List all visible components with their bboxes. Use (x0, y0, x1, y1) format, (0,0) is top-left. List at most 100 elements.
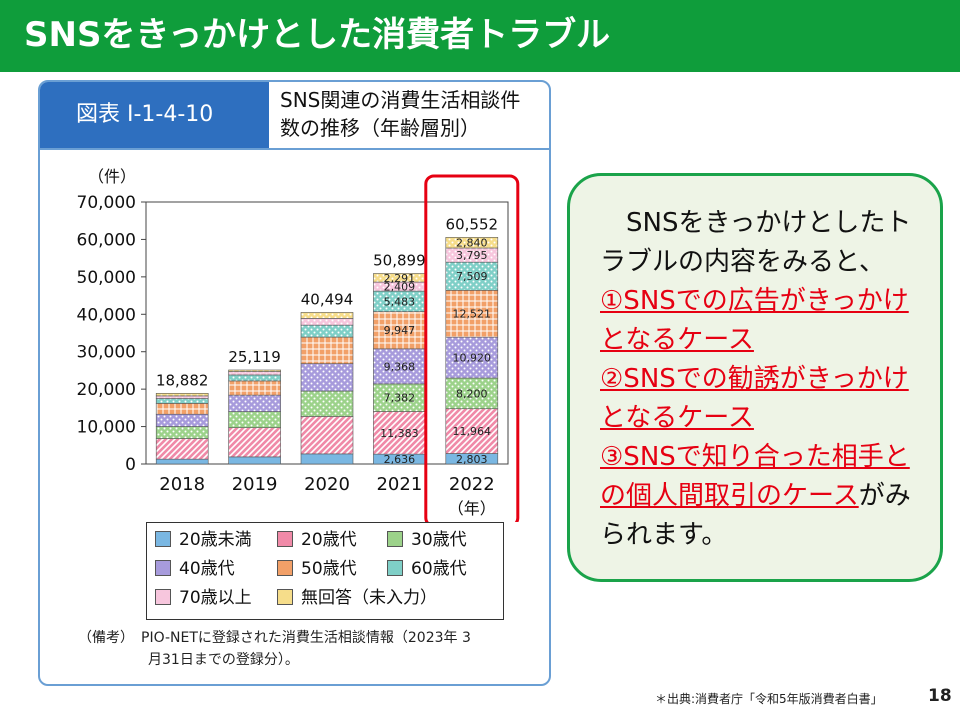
bar-segment-2019-2 (228, 411, 281, 428)
figure-caption: SNS関連の消費生活相談件 数の推移（年齢層別） (280, 86, 549, 142)
bar-segment-2020-3 (300, 363, 354, 392)
legend-item: 無回答（未入力） (277, 587, 437, 609)
bar-segment-2020-7 (300, 312, 354, 319)
legend-item: 50歳代 (277, 558, 357, 580)
legend-swatch (155, 589, 171, 605)
legend-label: 50歳代 (301, 559, 357, 579)
figure-note-line1: （備考） PIO-NETに登録された消費生活相談情報（2023年 3 (78, 630, 471, 646)
bar-segment-2022-7 (445, 237, 499, 249)
figure-note: （備考） PIO-NETに登録された消費生活相談情報（2023年 3 月31日ま… (78, 627, 538, 671)
segment-value-label: 2,803 (456, 453, 488, 466)
bar-segment-2018-4 (155, 403, 209, 415)
segment-value-label: 11,964 (453, 425, 492, 438)
legend-item: 30歳代 (387, 529, 467, 551)
bar-segment-2022-4 (445, 290, 499, 338)
bar-segment-2019-4 (228, 380, 281, 396)
legend-swatch (155, 560, 171, 576)
bar-segment-2018-2 (155, 426, 209, 439)
bar-total-label: 25,119 (228, 348, 281, 366)
stacked-bar-chart: （件） 0 10,000 20,000 30,000 40,000 50,000 60,000… (77, 167, 520, 522)
y-axis-unit-label: （件） (88, 167, 136, 186)
bar-segment-2021-1 (373, 411, 426, 455)
legend-label: 70歳以上 (179, 588, 252, 608)
bar-segment-2022-1 (445, 408, 499, 454)
info-intro: SNSをきっかけとしたトラブルの内容をみると、 (600, 208, 912, 277)
legend-swatch (277, 531, 293, 547)
legend-swatch (155, 531, 171, 547)
segment-value-label: 2,636 (384, 453, 416, 466)
figure-note-line2: 月31日までの登録分）。 (148, 652, 299, 668)
bar-segment-2021-4 (373, 311, 426, 350)
bar-segment-2021-3 (373, 348, 426, 385)
legend-swatch (277, 560, 293, 576)
bar-segment-2018-6 (155, 395, 209, 399)
bar-segment-2019-5 (228, 374, 281, 382)
bar-segment-2019-7 (228, 369, 281, 372)
slide-title: SNSをきっかけとした消費者トラブル (24, 15, 611, 55)
info-item-2: ②SNSでの勧誘がきっかけとなるケース (600, 364, 909, 433)
y-tick-label: 10,000 (77, 418, 136, 438)
info-outro: がみられます。 (600, 481, 911, 550)
bar-segment-2018-0 (155, 458, 209, 465)
bar-total-label: 50,899 (373, 251, 426, 269)
segment-value-label: 2,409 (384, 281, 416, 294)
bar-segment-2019-1 (228, 427, 281, 458)
figure-caption-line2: 数の推移（年齢層別） (280, 116, 480, 140)
legend-label: 無回答（未入力） (301, 588, 437, 608)
bar-segment-2020-0 (300, 453, 354, 465)
bar-segment-2020-6 (300, 318, 354, 326)
info-item-3: ③SNSで知り合った相手との個人間取引のケース (600, 442, 910, 511)
legend-swatch (387, 560, 403, 576)
segment-value-label: 3,795 (456, 249, 488, 262)
slide-title-bar: SNSをきっかけとした消費者トラブル (0, 0, 960, 72)
legend-swatch (387, 531, 403, 547)
y-tick-label: 20,000 (77, 380, 136, 400)
legend-item: 70歳以上 (155, 587, 252, 609)
bar-segment-2018-7 (155, 393, 209, 397)
page-number: 18 (928, 686, 952, 706)
bar-segment-2019-3 (228, 394, 281, 412)
legend-label: 20歳未満 (179, 530, 252, 550)
segment-value-label: 8,200 (456, 387, 488, 400)
bar-segment-2019-0 (228, 456, 281, 465)
x-tick-label: 2021 (376, 474, 422, 495)
legend-label: 20歳代 (301, 530, 357, 550)
segment-value-label: 7,382 (384, 392, 416, 405)
segment-value-label: 9,368 (384, 360, 416, 373)
y-tick-label: 40,000 (77, 305, 136, 325)
figure-card: 図表 I-1-4-10 SNS関連の消費生活相談件 数の推移（年齢層別） （件）… (38, 80, 551, 686)
figure-id-label: 図表 I-1-4-10 (40, 82, 269, 148)
x-tick-label: 2022 (449, 474, 495, 495)
legend-label: 60歳代 (411, 559, 467, 579)
bar-segment-2018-5 (155, 398, 209, 404)
segment-value-label: 9,947 (384, 324, 416, 337)
legend-item: 20歳未満 (155, 529, 252, 551)
segment-value-label: 2,840 (456, 237, 488, 250)
bar-segment-2020-2 (300, 390, 354, 417)
bar-total-label: 60,552 (446, 215, 499, 233)
legend-item: 20歳代 (277, 529, 357, 551)
bar-total-label: 18,882 (156, 371, 209, 389)
x-tick-label: 2019 (232, 474, 278, 495)
bar-segment-2022-5 (445, 261, 499, 291)
bar-segment-2022-3 (445, 336, 499, 379)
y-tick-label: 0 (125, 455, 136, 475)
legend-item: 60歳代 (387, 558, 467, 580)
y-tick-label: 50,000 (77, 268, 136, 288)
legend-label: 40歳代 (179, 559, 235, 579)
bar-segment-2021-2 (373, 383, 426, 412)
legend-label: 30歳代 (411, 530, 467, 550)
x-axis-unit-label: （年） (448, 499, 496, 518)
y-tick-label: 70,000 (77, 193, 136, 213)
source-note: ＊出典:消費者庁「令和5年版消費者白書」 (655, 692, 883, 706)
x-tick-label: 2018 (159, 474, 205, 495)
legend-item: 40歳代 (155, 558, 235, 580)
chart-legend: 20歳未満 20歳代 30歳代 40歳代 50歳代 60歳代 70歳以上 無回答（未入力） (146, 522, 504, 620)
segment-value-label: 2,291 (384, 272, 416, 285)
figure-divider (40, 148, 549, 150)
bar-segment-2019-6 (228, 371, 281, 376)
y-tick-label: 30,000 (77, 343, 136, 363)
bar-segment-2020-5 (300, 324, 354, 338)
y-tick-label: 60,000 (77, 230, 136, 250)
info-text: SNSをきっかけとしたトラブルの内容をみると、 ①SNSでの広告がきっかけとなるケ… (600, 204, 920, 555)
